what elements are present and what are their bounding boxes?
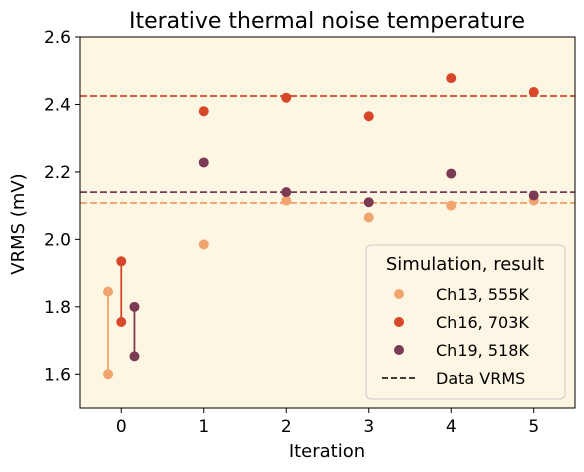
x-tick-label: 1 xyxy=(198,417,209,437)
y-tick-label: 1.8 xyxy=(44,298,71,318)
data-point xyxy=(281,195,292,206)
legend-label: Ch16, 703K xyxy=(436,313,529,332)
y-tick-label: 2.0 xyxy=(44,230,71,250)
legend-title: Simulation, result xyxy=(386,254,544,275)
initial-range-bars xyxy=(107,261,136,375)
data-point xyxy=(528,86,539,97)
x-tick-label: 5 xyxy=(528,417,539,437)
data-point xyxy=(363,111,374,122)
initial-range-endpoint xyxy=(103,286,114,297)
data-point xyxy=(281,92,292,103)
y-axis-ticks: 1.6 1.8 2.0 2.2 2.4 2.6 xyxy=(44,28,80,385)
legend-marker xyxy=(394,345,404,355)
initial-range-endpoint xyxy=(129,351,140,362)
y-tick-label: 1.6 xyxy=(44,365,71,385)
initial-range-endpoint xyxy=(103,369,114,380)
legend-box xyxy=(365,244,566,400)
x-tick-label: 3 xyxy=(363,417,374,437)
x-tick-label: 2 xyxy=(281,417,292,437)
data-point xyxy=(198,106,209,117)
initial-range-endpoint xyxy=(116,316,127,327)
legend-label: Ch13, 555K xyxy=(436,285,529,304)
x-axis-ticks: 0 1 2 3 4 5 xyxy=(116,408,539,437)
legend-entries: Ch13, 555K Ch16, 703K Ch19, 518K xyxy=(394,285,529,360)
initial-range-endpoint xyxy=(129,301,140,312)
data-point xyxy=(446,73,457,84)
data-point xyxy=(446,200,457,211)
data-point xyxy=(198,157,209,168)
initial-range-endpoint xyxy=(116,256,127,267)
y-tick-label: 2.6 xyxy=(44,28,71,48)
legend-label: Ch19, 518K xyxy=(436,341,529,360)
data-point xyxy=(446,168,457,179)
y-tick-label: 2.4 xyxy=(44,95,71,115)
plot-frame xyxy=(79,36,576,409)
data-point xyxy=(363,197,374,208)
x-axis-label: Iteration xyxy=(289,441,365,462)
data-point xyxy=(281,187,292,198)
x-tick-label: 0 xyxy=(116,417,127,437)
data-points xyxy=(103,73,539,380)
legend-label-data-vrms: Data VRMS xyxy=(436,369,525,388)
data-point xyxy=(363,212,374,223)
data-point xyxy=(198,239,209,250)
legend-marker xyxy=(394,289,404,299)
chart-title: Iterative thermal noise temperature xyxy=(129,9,525,34)
data-point xyxy=(528,190,539,201)
y-axis-label: VRMS (mV) xyxy=(8,173,29,274)
legend-marker xyxy=(394,317,404,327)
y-tick-label: 2.2 xyxy=(44,163,71,183)
data-vrms-lines xyxy=(80,95,575,204)
x-tick-label: 4 xyxy=(446,417,457,437)
